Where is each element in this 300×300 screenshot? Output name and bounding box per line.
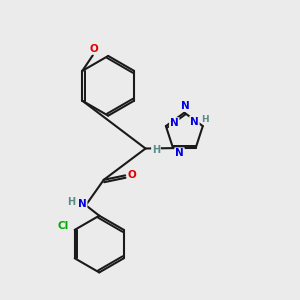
- Text: N: N: [78, 199, 87, 209]
- Text: O: O: [128, 170, 136, 180]
- Text: H: H: [68, 197, 76, 207]
- Text: Cl: Cl: [58, 221, 69, 231]
- Text: H: H: [201, 115, 209, 124]
- Text: H: H: [152, 145, 160, 155]
- Text: N: N: [182, 101, 190, 111]
- Text: N: N: [190, 117, 199, 127]
- Text: N: N: [170, 118, 178, 128]
- Text: N: N: [175, 148, 184, 158]
- Text: O: O: [90, 44, 99, 54]
